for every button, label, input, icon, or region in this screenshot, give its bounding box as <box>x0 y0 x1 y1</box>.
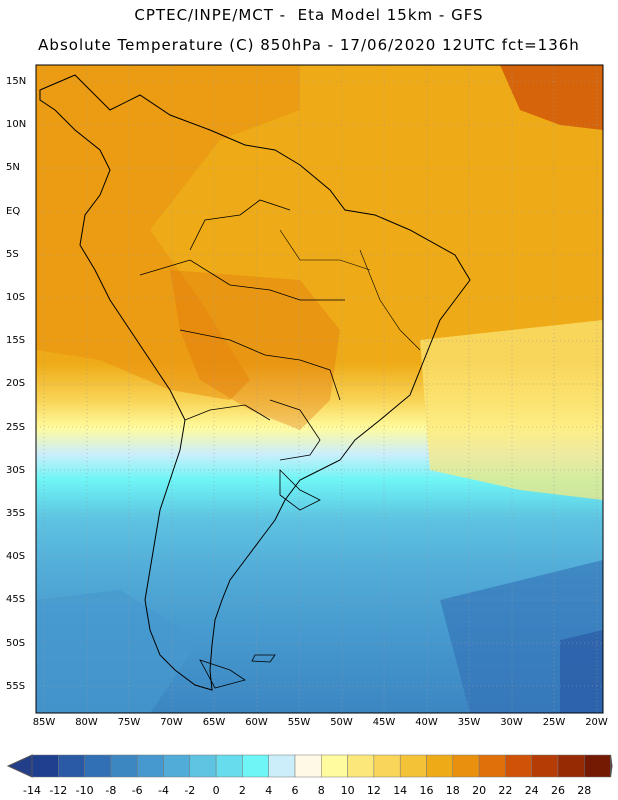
south-america-outline <box>39 74 471 691</box>
colorbar-label: -2 <box>184 784 196 797</box>
lat-label: 25S <box>6 421 26 433</box>
lat-label: 50S <box>6 637 26 649</box>
lon-label: 85W <box>32 717 56 728</box>
map-frame <box>35 64 604 714</box>
tierra-del-fuego <box>199 659 246 689</box>
colorbar-swatch <box>347 754 375 778</box>
lat-label: 20S <box>6 378 26 390</box>
lon-label: 30W <box>500 717 523 728</box>
colorbar-label: 28 <box>577 784 592 797</box>
colorbar-label: 16 <box>419 784 434 797</box>
colorbar <box>6 754 613 778</box>
border-line <box>184 404 271 421</box>
colorbar-swatch <box>478 754 506 778</box>
lon-label: 20W <box>585 717 608 728</box>
lon-label: 50W <box>330 717 353 728</box>
uruguay-outline <box>279 469 321 511</box>
colorbar-label: 18 <box>445 784 460 797</box>
colorbar-label: -8 <box>105 784 117 797</box>
border-line <box>139 259 345 301</box>
colorbar-max-arrow <box>610 754 613 778</box>
colorbar-swatch <box>84 754 112 778</box>
lat-label: 10S <box>6 292 26 303</box>
mild-ocean-east <box>420 320 603 500</box>
colorbar-swatch <box>505 754 532 778</box>
colorbar-label: -14 <box>23 784 41 797</box>
colorbar-swatch <box>452 754 480 778</box>
coldest-region <box>560 630 603 713</box>
colorbar-swatch <box>242 754 269 778</box>
state-border <box>279 229 371 271</box>
lon-label: 65W <box>202 717 226 728</box>
lon-label: 70W <box>160 717 183 728</box>
falkland-islands <box>251 654 276 663</box>
colorbar-label: 2 <box>238 784 246 797</box>
lat-label: 15S <box>6 335 26 347</box>
lat-label: EQ <box>6 205 21 217</box>
colorbar-swatch <box>373 754 401 778</box>
colorbar-swatch <box>268 754 296 778</box>
colorbar-swatch <box>215 754 243 778</box>
colorbar-label: 20 <box>472 784 487 797</box>
colorbar-swatch <box>136 754 164 778</box>
lon-label: 75W <box>117 717 141 728</box>
lon-label: 35W <box>457 717 481 728</box>
lat-label: 15N <box>6 76 27 87</box>
colorbar-swatch <box>163 754 191 778</box>
colorbar-label: -12 <box>49 784 68 797</box>
colorbar-label: -6 <box>131 784 143 797</box>
state-border <box>359 249 421 351</box>
colorbar-label: 14 <box>393 784 408 797</box>
lat-label: 5N <box>6 162 20 174</box>
lat-label: 35S <box>6 508 26 519</box>
cold-region-southwest <box>36 590 200 713</box>
map-title-field: Absolute Temperature (C) 850hPa - 17/06/… <box>38 36 580 54</box>
colorbar-swatch <box>399 754 427 778</box>
colorbar-swatch <box>321 754 348 778</box>
lat-label: 5S <box>6 248 19 260</box>
colorbar-swatch <box>426 754 454 778</box>
temperature-field <box>36 65 603 713</box>
colorbar-label: 10 <box>340 784 355 797</box>
colorbar-label: 26 <box>551 784 565 797</box>
colorbar-swatch <box>110 754 138 778</box>
colorbar-label: 6 <box>291 784 299 797</box>
lon-label: 80W <box>75 717 98 728</box>
lat-label: 10N <box>6 119 27 131</box>
colorbar-swatch <box>531 754 559 778</box>
colorbar-label: 24 <box>524 784 539 797</box>
lon-label: 60W <box>245 717 268 728</box>
colorbar-label: -10 <box>75 784 94 797</box>
lat-label: 40S <box>6 551 26 563</box>
graticule <box>36 65 603 713</box>
colorbar-swatch <box>294 754 322 778</box>
warm-region-northwest <box>36 65 300 400</box>
map-title-model: CPTEC/INPE/MCT - Eta Model 15km - GFS <box>134 6 484 24</box>
colorbar-swatch <box>189 754 217 778</box>
hot-spot-northeast <box>500 65 603 130</box>
colorbar-swatch <box>31 754 59 778</box>
colorbar-min-arrow <box>6 754 33 778</box>
lon-label: 55W <box>287 717 311 728</box>
colorbar-label: 4 <box>265 784 273 797</box>
colorbar-swatch <box>557 754 585 778</box>
colorbar-swatch <box>584 754 611 778</box>
colorbar-label: 0 <box>212 784 220 797</box>
border-line <box>269 399 321 461</box>
lat-label: 45S <box>6 594 26 606</box>
border-line <box>179 329 341 401</box>
warm-region-interior <box>170 270 340 430</box>
lon-label: 45W <box>372 717 396 728</box>
colorbar-label: -4 <box>158 784 169 797</box>
colorbar-label: 12 <box>366 784 381 797</box>
lon-label: 25W <box>542 717 566 728</box>
lon-label: 40W <box>415 717 438 728</box>
lat-label: 55S <box>6 680 26 692</box>
colorbar-swatch <box>58 754 85 778</box>
lat-label: 30S <box>6 464 26 476</box>
colorbar-label: 8 <box>317 784 325 797</box>
colorbar-label: 22 <box>498 784 513 797</box>
border-line <box>189 199 291 251</box>
